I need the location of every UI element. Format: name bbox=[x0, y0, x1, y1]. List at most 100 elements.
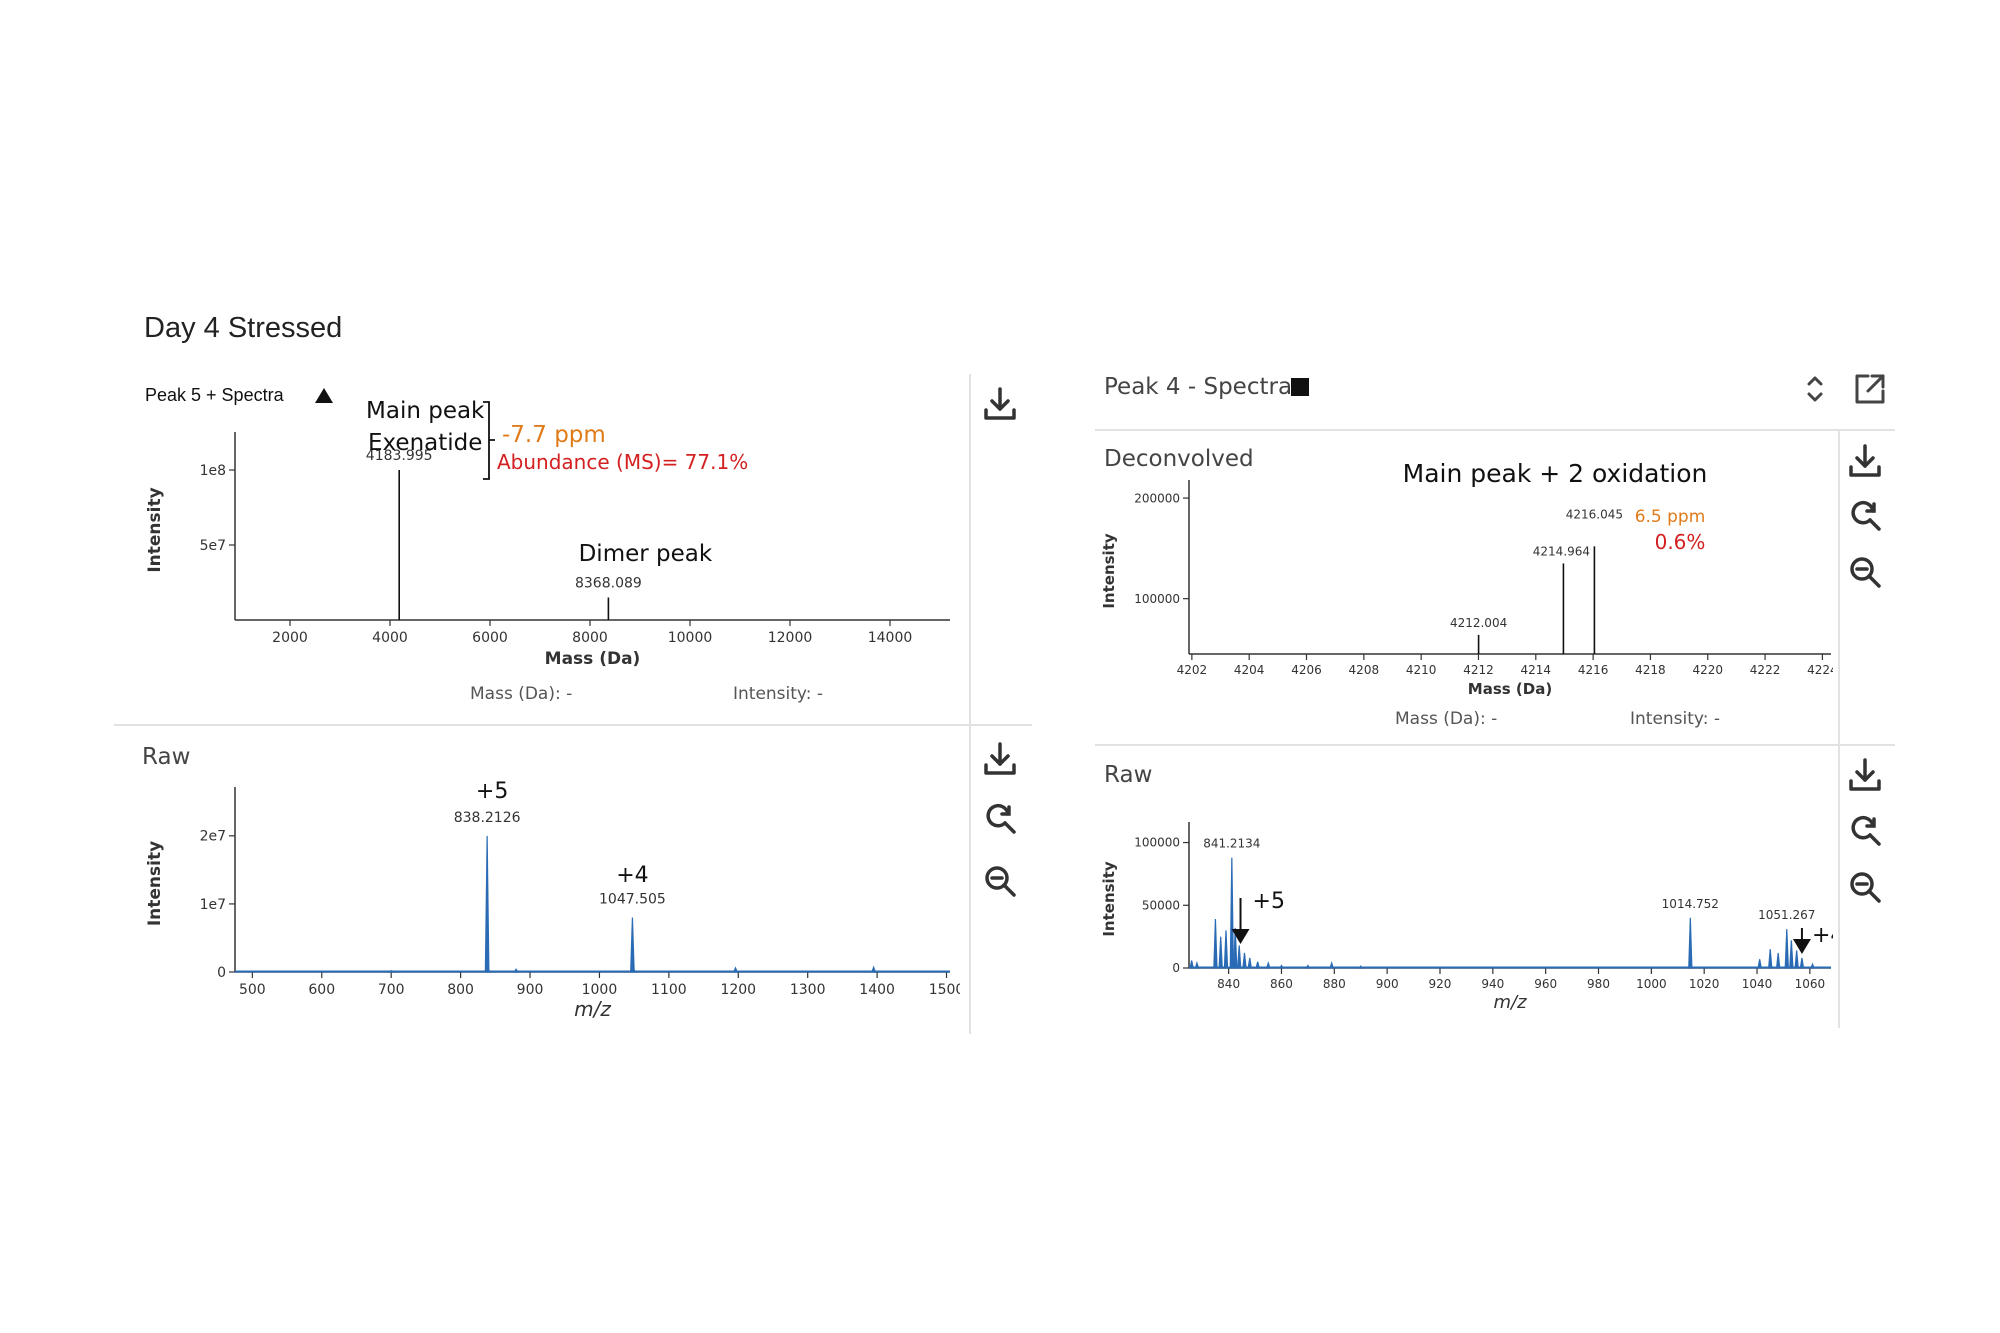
zoom-reset-button-right-deconvolved[interactable] bbox=[1843, 494, 1887, 538]
left-section-divider bbox=[114, 724, 1032, 726]
x-tick-label: 4222 bbox=[1750, 663, 1781, 677]
spectrum-peak bbox=[1784, 929, 1789, 969]
charge-arrowhead-plus5 bbox=[1231, 929, 1250, 944]
chart-right-deconvolved: 4202 4204 4206 4208 4210 4212 4214 4216 4218 4220… bbox=[1100, 459, 1833, 698]
y-tick-label: 1e7 bbox=[200, 897, 226, 913]
open-external-button[interactable] bbox=[1848, 367, 1892, 411]
peak-label: 841.2134 bbox=[1203, 837, 1260, 851]
expand-collapse-button[interactable] bbox=[1793, 367, 1837, 411]
right-section-divider bbox=[1095, 744, 1895, 746]
left-readout-intensity: Intensity: - bbox=[733, 684, 824, 704]
peak-label: 1047.505 bbox=[599, 892, 666, 908]
spectrum-peak bbox=[1242, 952, 1247, 969]
y-tick-label: 0 bbox=[217, 965, 226, 981]
x-tick-label: 800 bbox=[447, 982, 474, 998]
x-tick-label: 1500 bbox=[929, 982, 960, 998]
annotation-charge-plus5: +5 bbox=[476, 779, 508, 804]
y-tick-label: 0 bbox=[1172, 961, 1180, 975]
chart-left-deconvolved: 2000 4000 6000 8000 10000 12000 14000 5e7 1e8 Mas… bbox=[145, 398, 950, 669]
x-tick-label: 4212 bbox=[1463, 663, 1494, 677]
spectrum-peak bbox=[1218, 936, 1223, 969]
x-tick-label: 4206 bbox=[1291, 663, 1322, 677]
x-tick-label: 4216 bbox=[1578, 663, 1609, 677]
left-raw-label: Raw bbox=[142, 744, 191, 770]
chart-right-raw: 840 860 880 900 920 940 960 980 1000 1020 1040 1060… bbox=[1100, 822, 1833, 1013]
spectrum-peak bbox=[1794, 950, 1799, 969]
x-tick-label: 700 bbox=[378, 982, 405, 998]
x-tick-label: 4220 bbox=[1692, 663, 1723, 677]
x-tick-label: 4224 bbox=[1807, 663, 1833, 677]
spectrum-peak bbox=[1789, 940, 1794, 969]
x-tick-label: 6000 bbox=[472, 630, 508, 646]
y-tick-label: 1e8 bbox=[200, 463, 226, 479]
peak-label: 1014.752 bbox=[1662, 897, 1719, 911]
annotation-ppm: 6.5 ppm bbox=[1635, 507, 1706, 527]
peak-label: 4216.045 bbox=[1566, 507, 1623, 521]
x-tick-label: 1100 bbox=[651, 982, 687, 998]
x-axis-label: m/z bbox=[574, 997, 611, 1021]
x-tick-label: 1040 bbox=[1742, 977, 1773, 991]
x-tick-label: 4000 bbox=[372, 630, 408, 646]
x-tick-label: 12000 bbox=[768, 630, 813, 646]
annotation-abundance: Abundance (MS)= 77.1% bbox=[497, 450, 748, 474]
download-button-right-deconvolved[interactable] bbox=[1843, 439, 1887, 483]
peak-label: 4212.004 bbox=[1450, 616, 1507, 630]
download-button-left-top[interactable] bbox=[978, 382, 1022, 426]
x-tick-label: 1000 bbox=[1636, 977, 1667, 991]
spectrum-peak bbox=[1229, 857, 1235, 969]
right-panel-header: Peak 4 - Spectra bbox=[1104, 374, 1293, 400]
zoom-out-icon bbox=[1850, 872, 1881, 903]
x-tick-label: 2000 bbox=[272, 630, 308, 646]
zoom-out-button-right-deconvolved[interactable] bbox=[1843, 550, 1887, 594]
x-tick-label: 840 bbox=[1217, 977, 1240, 991]
annotation-bracket bbox=[483, 401, 495, 480]
x-tick-label: 1020 bbox=[1689, 977, 1720, 991]
right-header-divider bbox=[1095, 429, 1895, 431]
zoom-out-button-left-raw[interactable] bbox=[978, 859, 1022, 903]
download-button-right-raw[interactable] bbox=[1843, 753, 1887, 797]
zoom-out-icon bbox=[1850, 557, 1881, 588]
x-tick-label: 4214 bbox=[1521, 663, 1552, 677]
x-axis-label: m/z bbox=[1493, 992, 1527, 1013]
peak-label: 838.2126 bbox=[454, 810, 521, 826]
x-tick-label: 880 bbox=[1323, 977, 1346, 991]
y-axis-label: Intensity bbox=[1100, 533, 1118, 609]
x-tick-label: 4218 bbox=[1635, 663, 1666, 677]
peak-label: 1051.267 bbox=[1758, 908, 1815, 922]
spectrum-peak bbox=[630, 917, 635, 973]
annotation-charge-plus4: +4 bbox=[1812, 923, 1833, 948]
download-button-left-raw[interactable] bbox=[978, 737, 1022, 781]
annotation-main-peak-oxidation: Main peak + 2 oxidation bbox=[1403, 459, 1708, 488]
x-axis-label: Mass (Da) bbox=[545, 649, 641, 669]
y-tick-label: 200000 bbox=[1134, 491, 1180, 505]
download-icon bbox=[1849, 758, 1881, 791]
y-axis-label: Intensity bbox=[1100, 861, 1118, 937]
y-tick-label: 2e7 bbox=[200, 829, 226, 845]
y-axis-label: Intensity bbox=[145, 487, 165, 572]
zoom-reset-button-right-raw[interactable] bbox=[1843, 809, 1887, 853]
annotation-main-peak: Main peak bbox=[366, 398, 485, 424]
annotation-charge-plus4: +4 bbox=[616, 863, 648, 888]
spectrum-peak bbox=[1775, 952, 1781, 969]
zoom-out-button-right-raw[interactable] bbox=[1843, 865, 1887, 909]
chart-left-raw: 500 600 700 800 900 1000 1100 1200 1300 1400 1500 0… bbox=[145, 779, 960, 1021]
y-axis-label: Intensity bbox=[145, 841, 165, 926]
x-tick-label: 1200 bbox=[720, 982, 756, 998]
peak-label: 4214.964 bbox=[1533, 544, 1590, 558]
download-icon bbox=[984, 387, 1016, 420]
annotation-dimer-peak: Dimer peak bbox=[579, 541, 713, 567]
y-tick-label: 50000 bbox=[1142, 898, 1180, 912]
open-external-icon bbox=[1855, 374, 1885, 404]
zoom-reset-icon bbox=[1851, 816, 1881, 846]
x-tick-label: 900 bbox=[517, 982, 544, 998]
x-tick-label: 1400 bbox=[859, 982, 895, 998]
page-title: Day 4 Stressed bbox=[144, 312, 343, 344]
x-tick-label: 8000 bbox=[572, 630, 608, 646]
y-tick-label: 5e7 bbox=[200, 538, 226, 554]
x-tick-label: 900 bbox=[1376, 977, 1399, 991]
x-tick-label: 1300 bbox=[790, 982, 826, 998]
legend-label: Peak 5 + Spectra bbox=[145, 385, 284, 405]
spectrum-peak bbox=[1223, 930, 1229, 969]
spectrum-peak bbox=[1247, 957, 1253, 969]
zoom-reset-button-left-raw[interactable] bbox=[978, 797, 1022, 841]
